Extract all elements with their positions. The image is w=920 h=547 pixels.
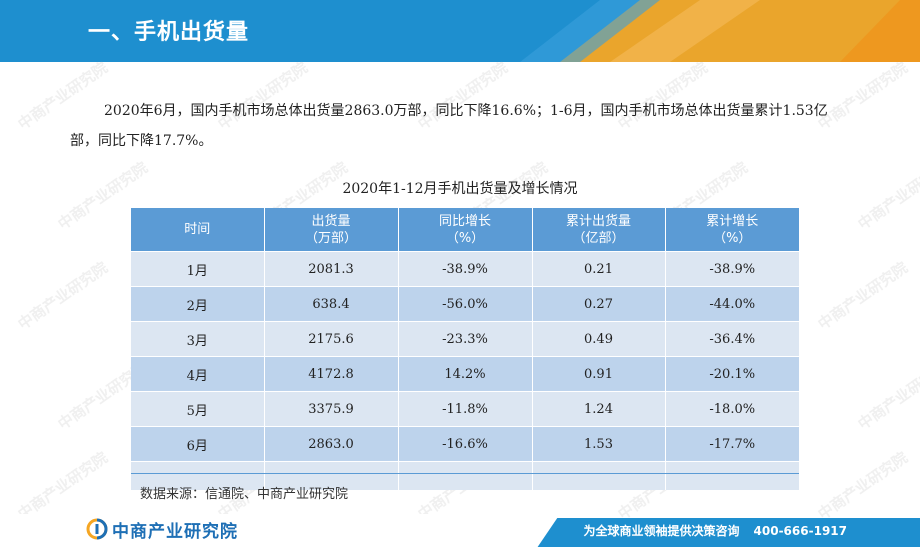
page-title: 一、手机出货量 [88, 20, 250, 45]
cell-yoy: 14.2% [398, 356, 533, 392]
cell-month: 5月 [131, 391, 265, 427]
table-row: 6月 2863.0 -16.6% 1.53 -17.7% [131, 426, 799, 462]
header-banner: 一、手机出货量 [0, 0, 920, 62]
cell-cumulative-growth: -20.1% [665, 356, 799, 392]
header-decoration [520, 0, 920, 62]
table-header-row: 时间 出货量 （万部） 同比增长 （%） 累计出货量 （亿部） 累计增长 （%） [131, 208, 799, 252]
footer-slogan: 为全球商业领袖提供决策咨询 [583, 524, 740, 538]
cell-yoy: -11.8% [398, 391, 533, 427]
cell-cumulative: 1.24 [532, 391, 666, 427]
cell-cumulative-growth: -18.0% [665, 391, 799, 427]
cell-cumulative-growth: -17.7% [665, 426, 799, 462]
cell-cumulative-growth: -36.4% [665, 321, 799, 357]
cell-cumulative: 0.91 [532, 356, 666, 392]
header-shipment: 出货量 （万部） [264, 208, 399, 252]
cell-shipment: 2081.3 [264, 251, 399, 287]
header-time: 时间 [131, 208, 265, 252]
header-label: 时间 [184, 222, 211, 237]
cell-month: 1月 [131, 251, 265, 287]
cell-shipment: 4172.8 [264, 356, 399, 392]
logo-mark-icon [86, 518, 108, 540]
header-label: 累计出货量 [565, 213, 631, 229]
cell-cumulative-growth: -44.0% [665, 286, 799, 322]
watermark-tile: 中商产业研究院 [854, 358, 920, 434]
watermark-tile: 中商产业研究院 [14, 258, 111, 334]
cell-shipment: 2175.6 [264, 321, 399, 357]
cell-shipment: 2863.0 [264, 426, 399, 462]
table-row: 1月 2081.3 -38.9% 0.21 -38.9% [131, 251, 799, 287]
footer-logo-panel [0, 514, 560, 547]
table-row-empty [131, 461, 799, 490]
cell-yoy: -56.0% [398, 286, 533, 322]
cell-yoy: -16.6% [398, 426, 533, 462]
table-row: 3月 2175.6 -23.3% 0.49 -36.4% [131, 321, 799, 357]
header-unit: （亿部） [572, 230, 625, 246]
watermark-tile: 中商产业研究院 [814, 448, 911, 524]
summary-paragraph: 2020年6月，国内手机市场总体出货量2863.0万部，同比下降16.6%；1-… [70, 103, 828, 149]
table-caption: 2020年1-12月手机出货量及增长情况 [342, 181, 578, 197]
logo-text: 中商产业研究院 [112, 521, 238, 542]
cell-yoy: -38.9% [398, 251, 533, 287]
data-source: 数据来源：信通院、中商产业研究院 [140, 487, 349, 502]
cell-month: 6月 [131, 426, 265, 462]
cell-shipment: 3375.9 [264, 391, 399, 427]
cell-cumulative: 0.21 [532, 251, 666, 287]
company-logo: 中商产业研究院 [86, 517, 238, 542]
watermark-tile: 中商产业研究院 [814, 258, 911, 334]
cell-month: 3月 [131, 321, 265, 357]
cell-cumulative-growth: -38.9% [665, 251, 799, 287]
cell-cumulative: 1.53 [532, 426, 666, 462]
cell-month: 2月 [131, 286, 265, 322]
header-label: 同比增长 [438, 213, 491, 229]
table-row: 2月 638.4 -56.0% 0.27 -44.0% [131, 286, 799, 322]
header-unit: （万部） [304, 230, 357, 246]
table-row: 5月 3375.9 -11.8% 1.24 -18.0% [131, 391, 799, 427]
cell-cumulative: 0.49 [532, 321, 666, 357]
cell-yoy: -23.3% [398, 321, 533, 357]
table-bottom-rule [131, 473, 799, 474]
header-unit: （%） [445, 230, 485, 246]
header-label: 出货量 [311, 213, 351, 229]
watermark-tile: 中商产业研究院 [14, 448, 111, 524]
shipment-table: 时间 出货量 （万部） 同比增长 （%） 累计出货量 （亿部） 累计增长 （%） 1月 … [131, 208, 799, 490]
header-cumulative-growth: 累计增长 （%） [665, 208, 799, 252]
cell-shipment: 638.4 [264, 286, 399, 322]
cell-cumulative: 0.27 [532, 286, 666, 322]
header-cumulative-shipment: 累计出货量 （亿部） [532, 208, 666, 252]
header-label: 累计增长 [706, 213, 759, 229]
cell-month: 4月 [131, 356, 265, 392]
table-row: 4月 4172.8 14.2% 0.91 -20.1% [131, 356, 799, 392]
header-unit: （%） [713, 230, 752, 246]
footer-phone: 400-666-1917 [753, 524, 847, 538]
footer-slogan-block: 为全球商业领袖提供决策咨询 400-666-1917 [584, 522, 847, 539]
header-yoy-growth: 同比增长 （%） [398, 208, 533, 252]
